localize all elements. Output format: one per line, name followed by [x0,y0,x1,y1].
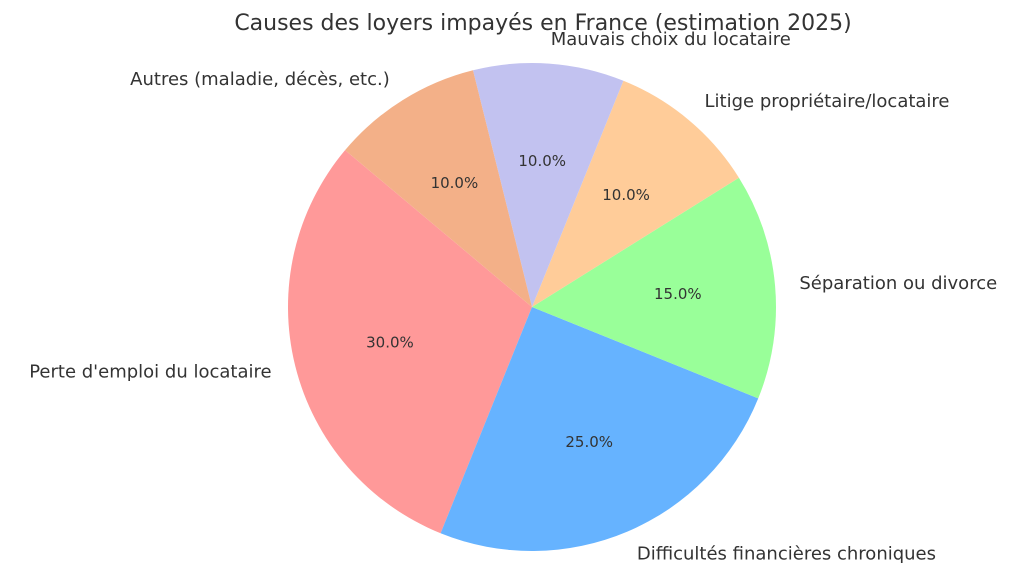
slice-label-mauvais-choix-du-locataire: Mauvais choix du locataire [551,29,791,50]
pie-slices [288,63,776,551]
slice-percent-separation-ou-divorce: 15.0% [654,285,702,303]
percentage-labels: 30.0% 25.0% 15.0% 10.0% 10.0% 10.0% [366,152,702,451]
pie-slice-mauvais-choix-du-locataire [472,63,624,307]
slice-percent-mauvais-choix-du-locataire: 10.0% [518,152,566,170]
slice-percent-perte-d-emploi-du-locataire: 30.0% [366,333,414,351]
slice-label-difficultes-financieres-chroniques: Difficultés financières chroniques [637,544,936,565]
slice-label-autres-maladie-deces-etc: Autres (maladie, décès, etc.) [130,69,390,90]
slice-percent-litige-proprietaire-locataire: 10.0% [602,186,650,204]
pie-slice-separation-ou-divorce [532,177,776,399]
slice-percent-difficultes-financieres-chroniques: 25.0% [565,433,613,451]
slice-label-perte-d-emploi-du-locataire: Perte d'emploi du locataire [29,361,271,382]
chart-title: Causes des loyers impayés en France (est… [234,11,851,36]
pie-slice-perte-d-emploi-du-locataire [288,150,532,534]
slice-labels: Perte d'emploi du locataire Difficultés f… [29,29,997,565]
slice-percent-autres-maladie-deces-etc: 10.0% [431,174,479,192]
slice-label-litige-proprietaire-locataire: Litige propriétaire/locataire [705,91,950,112]
pie-slice-litige-proprietaire-locataire [532,80,739,307]
slice-label-separation-ou-divorce: Séparation ou divorce [799,273,997,294]
pie-slice-autres-maladie-deces-etc [345,70,532,308]
pie-slice-difficultes-financieres-chroniques [440,307,759,551]
